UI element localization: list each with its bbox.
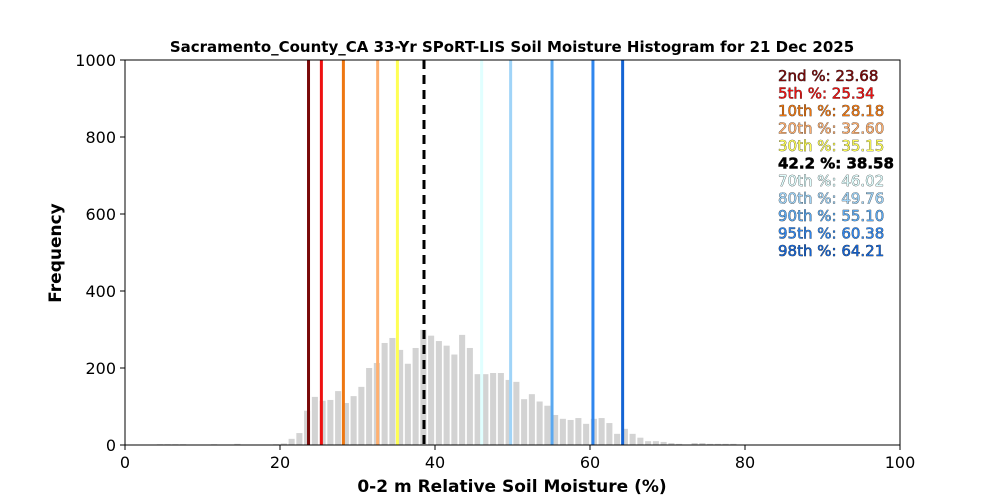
x-axis-ticks: 0 20 40 60 80 100 xyxy=(120,445,915,472)
plot-frame xyxy=(124,59,901,446)
legend-entry: 90th %: 55.10 xyxy=(778,207,884,225)
histogram-bar xyxy=(668,443,675,445)
histogram-bar xyxy=(474,374,481,445)
x-tick-label: 80 xyxy=(735,453,755,472)
histogram-bar xyxy=(606,423,613,445)
histogram-bar xyxy=(676,443,683,445)
histogram-bar xyxy=(389,337,396,445)
legend-entry: 80th %: 49.76 xyxy=(778,190,884,208)
x-axis-label: 0-2 m Relative Soil Moisture (%) xyxy=(357,477,666,497)
y-tick-label: 1000 xyxy=(75,51,116,70)
histogram-bar xyxy=(521,399,528,445)
histogram-bar xyxy=(544,405,551,445)
histogram-bar xyxy=(660,441,667,445)
histogram-bar xyxy=(614,433,621,445)
histogram-bar xyxy=(536,401,543,445)
histogram-bar xyxy=(358,386,365,445)
histogram-bar xyxy=(327,399,334,445)
y-tick-label: 800 xyxy=(85,128,116,147)
legend-entry: 10th %: 28.18 xyxy=(778,102,884,120)
histogram-bar xyxy=(234,443,241,445)
histogram-bar xyxy=(466,347,473,445)
histogram-bar xyxy=(397,349,404,445)
histogram-bar xyxy=(699,443,706,445)
y-tick-label: 200 xyxy=(85,359,116,378)
histogram-bar xyxy=(443,345,450,445)
histogram-bar xyxy=(629,433,636,445)
histogram-bar xyxy=(552,414,559,445)
histogram-bar xyxy=(714,443,721,445)
histogram-bar xyxy=(637,437,644,445)
histogram-bar xyxy=(567,419,574,445)
histogram-bar xyxy=(513,381,520,445)
x-tick-label: 40 xyxy=(425,453,445,472)
legend-entry: 2nd %: 23.68 xyxy=(778,67,878,85)
histogram-bar xyxy=(342,403,349,445)
histogram-bar xyxy=(583,423,590,445)
histogram-bar xyxy=(730,443,737,445)
histogram-bar xyxy=(381,342,388,445)
histogram-bar xyxy=(707,443,714,445)
legend-entry: 70th %: 46.02 xyxy=(778,172,884,190)
y-axis-label: Frequency xyxy=(46,203,66,303)
histogram-bar xyxy=(645,441,652,445)
histogram-bar xyxy=(722,443,729,445)
x-tick-label: 100 xyxy=(885,453,916,472)
histogram-bar xyxy=(691,443,698,445)
histogram-bar xyxy=(366,368,373,445)
histogram-bar xyxy=(335,391,342,445)
histogram-bar xyxy=(482,374,489,445)
x-tick-label: 60 xyxy=(580,453,600,472)
histogram-bar xyxy=(621,428,628,445)
histogram-bar xyxy=(350,396,357,445)
legend-entry: 20th %: 32.60 xyxy=(778,120,884,138)
histogram-bar xyxy=(311,396,318,445)
x-tick-label: 0 xyxy=(120,453,130,472)
histogram-bar xyxy=(559,418,566,445)
histogram-bar xyxy=(505,379,512,445)
histogram-bar xyxy=(490,373,497,445)
legend-entry: 30th %: 35.15 xyxy=(778,137,884,155)
histogram-bar xyxy=(288,438,295,445)
legend-entry: 5th %: 25.34 xyxy=(778,85,875,103)
chart-title: Sacramento_County_CA 33-Yr SPoRT-LIS Soi… xyxy=(170,38,854,56)
percentile-lines xyxy=(307,60,625,445)
histogram-bar xyxy=(497,373,504,445)
legend-entry: 98th %: 64.21 xyxy=(778,242,884,260)
histogram-bar xyxy=(451,354,458,445)
histogram-bar xyxy=(280,443,287,445)
histogram-bar xyxy=(459,334,466,445)
legend-entry: 42.2 %: 38.58 xyxy=(778,155,894,173)
legend-entry: 95th %: 60.38 xyxy=(778,225,884,243)
y-tick-label: 400 xyxy=(85,282,116,301)
histogram-bar xyxy=(598,418,605,445)
histogram-bar xyxy=(296,433,303,445)
histogram-bars xyxy=(156,329,737,445)
histogram-bar xyxy=(435,341,442,445)
histogram-bar xyxy=(575,418,582,445)
histogram-bar xyxy=(428,335,435,445)
histogram-bar xyxy=(652,441,659,445)
histogram-bar xyxy=(412,347,419,445)
y-axis-ticks: 0 200 400 600 800 1000 xyxy=(75,51,125,455)
histogram-bar xyxy=(420,329,427,445)
y-tick-label: 0 xyxy=(106,436,116,455)
y-tick-label: 600 xyxy=(85,205,116,224)
histogram-bar xyxy=(528,394,535,445)
histogram-bar xyxy=(404,363,411,445)
x-tick-label: 20 xyxy=(270,453,290,472)
